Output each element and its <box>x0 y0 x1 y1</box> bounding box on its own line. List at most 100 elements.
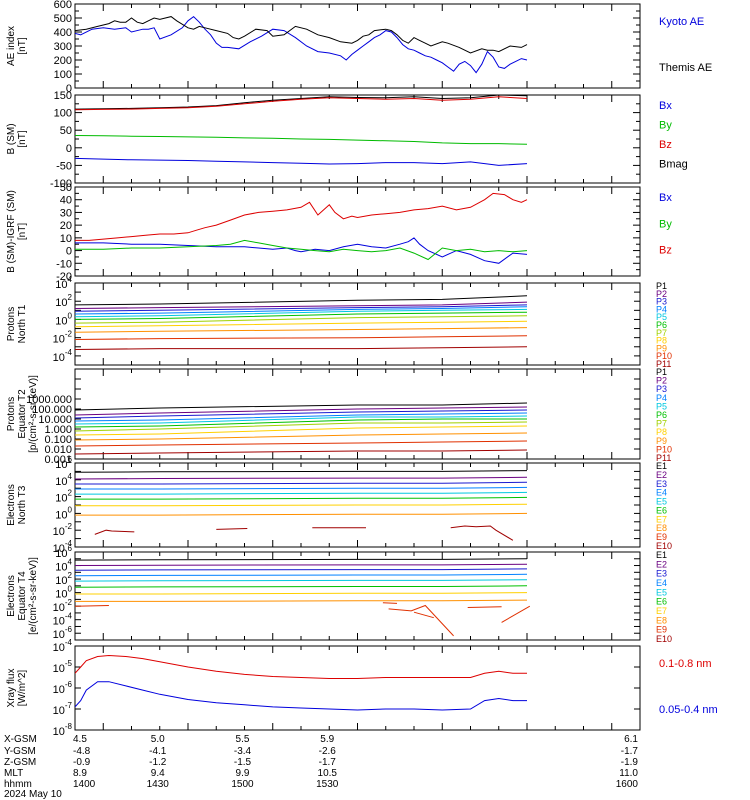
y-tick-label: 100 <box>55 311 72 327</box>
y-axis-label: [e/(cm²-s-sr-keV)] <box>28 557 39 635</box>
date-label: 2024 May 10 <box>4 789 62 800</box>
y-tick-exponent: -6 <box>65 680 73 689</box>
y-tick-label: 0.010 <box>44 444 72 456</box>
y-tick-label: 100 <box>54 69 72 81</box>
legend-entry: 0.05-0.4 nm <box>659 704 718 716</box>
x-row-value: -2.6 <box>319 746 337 757</box>
x-row-value: -3.4 <box>234 746 252 757</box>
panel-frame <box>74 3 641 89</box>
y-axis-label: B (SM)-IGRF (SM) <box>6 190 17 273</box>
legend-entry: Bx <box>659 100 672 112</box>
series-group <box>75 558 531 637</box>
y-tick-label: 0.100 <box>44 434 72 446</box>
y-tick-exponent: -4 <box>65 638 73 647</box>
x-row-value: -4.1 <box>149 746 167 757</box>
series-group <box>75 402 528 455</box>
series-line-6 <box>75 496 528 500</box>
y-tick-label: 40 <box>60 195 72 207</box>
y-axis-label: AE index <box>6 26 17 66</box>
panel-frame <box>74 282 641 366</box>
series-group <box>75 295 528 350</box>
series-line-2 <box>75 16 528 54</box>
y-tick-label: 100.000 <box>32 404 72 416</box>
legend-entry: E4 <box>656 578 667 588</box>
y-tick-exponent: 2 <box>68 571 73 580</box>
series-line-9 <box>94 529 135 535</box>
y-tick-label: 10-6 <box>53 680 73 696</box>
x-row-value: 8.9 <box>73 768 87 779</box>
legend-entry: P8 <box>656 336 667 346</box>
x-row-value: -4.8 <box>73 746 91 757</box>
y-tick-exponent: 2 <box>68 489 73 498</box>
series-line-3 <box>75 409 528 419</box>
series-line-4 <box>75 573 528 577</box>
y-tick-exponent: 2 <box>68 293 73 302</box>
y-tick-label: 1.000 <box>44 424 72 436</box>
x-row-value: 1430 <box>147 779 170 790</box>
y-tick-label: 10-5 <box>53 659 73 675</box>
legend-entry: P4 <box>656 393 667 403</box>
y-axis-label: Protons <box>6 397 17 431</box>
y-tick-label: 300 <box>54 41 72 53</box>
series-line-10 <box>75 335 528 340</box>
legend-entry: By <box>659 218 672 230</box>
legend-entry: E3 <box>656 479 667 489</box>
series-group <box>75 470 528 541</box>
legend-entry: P6 <box>656 410 667 420</box>
legend-entry: E6 <box>656 505 667 515</box>
y-tick-label: 30 <box>60 207 72 219</box>
y-axis-label: [W/m^2] <box>17 670 28 707</box>
y-tick-exponent: -2 <box>65 522 73 531</box>
series-line-8 <box>75 512 528 516</box>
y-axis-label: Equator T2 <box>17 389 28 439</box>
series-line-2 <box>75 237 528 264</box>
legend-entry: Bmag <box>659 159 688 171</box>
y-axis-label: North T1 <box>17 304 28 343</box>
series-line-10 <box>75 440 528 447</box>
series-line-8 <box>75 599 528 602</box>
legend-entry: P11 <box>656 359 671 369</box>
series-line-7 <box>75 315 528 324</box>
x-row-value: 10.5 <box>318 768 338 779</box>
series-line-3 <box>75 239 528 261</box>
legend-entry: E3 <box>656 569 667 579</box>
y-axis-label: [nT] <box>17 223 28 240</box>
series-line-4 <box>75 157 528 166</box>
series-line-2 <box>75 301 528 309</box>
series-line-5 <box>75 579 528 582</box>
series-line-1 <box>75 558 528 561</box>
series-line-9 <box>75 432 528 441</box>
x-row-label: X-GSM <box>4 734 37 745</box>
series-line-11 <box>388 604 454 637</box>
y-tick-label: 10-8 <box>53 722 73 738</box>
series-line-10 <box>382 602 398 604</box>
x-row-value: 9.9 <box>236 768 250 779</box>
y-tick-exponent: 4 <box>68 275 73 284</box>
legend-entry: P2 <box>656 376 667 386</box>
series-line-4 <box>75 486 528 490</box>
series-line-11 <box>75 346 528 350</box>
series-line-1 <box>75 95 528 110</box>
legend-entry: 0.1-0.8 nm <box>659 658 712 670</box>
legend-entry: P9 <box>656 343 667 353</box>
y-tick-label: 0 <box>66 143 72 155</box>
x-row-value: 1500 <box>231 779 254 790</box>
y-tick-exponent: -4 <box>65 539 73 548</box>
y-tick-label: 10.000 <box>38 414 72 426</box>
series-line-5 <box>75 491 528 495</box>
series-line-1 <box>75 654 527 679</box>
legend-entry: E5 <box>656 587 667 597</box>
y-axis-label: [nT] <box>17 130 28 147</box>
legend-entry: Kyoto AE <box>659 16 704 28</box>
legend-entry: E8 <box>656 615 667 625</box>
legend-entry: P11 <box>656 453 671 463</box>
legend-entry: P2 <box>656 289 667 299</box>
x-row-value: -1.9 <box>621 757 639 768</box>
legend-entry: P4 <box>656 304 667 314</box>
legend-entry: P9 <box>656 436 667 446</box>
legend-entry: E10 <box>656 541 672 551</box>
